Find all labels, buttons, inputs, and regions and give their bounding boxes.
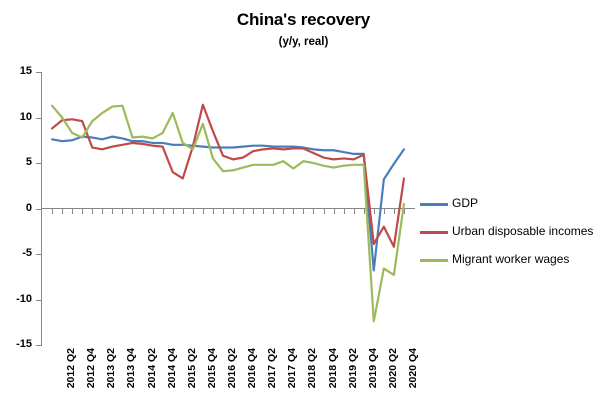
y-axis-tick-label: -10 <box>16 292 32 305</box>
x-axis-tick <box>343 209 345 214</box>
x-axis-tick <box>363 209 365 214</box>
x-axis-category-label: 2019 Q4 <box>366 348 379 389</box>
plot-area <box>41 72 415 345</box>
x-axis-category-label: 2015 Q4 <box>205 348 218 389</box>
chart-title: China's recovery <box>236 10 371 29</box>
x-axis-category-label: 2017 Q4 <box>286 348 299 389</box>
x-axis-tick <box>403 209 405 214</box>
chart-legend: GDP Urban disposable incomes Migrant worke… <box>420 196 605 280</box>
x-axis-category-label: 2018 Q2 <box>306 348 319 389</box>
legend-item[interactable]: GDP <box>420 196 605 224</box>
y-axis-tick-label: 5 <box>25 156 32 168</box>
x-axis-category-label: 2013 Q4 <box>125 348 138 389</box>
x-axis-tick <box>373 209 375 214</box>
y-axis-tick <box>36 254 41 255</box>
x-axis-category-label: 2017 Q2 <box>266 348 279 389</box>
legend-color-swatch <box>420 203 448 206</box>
y-axis-tick-label: 15 <box>19 65 32 77</box>
series-lines <box>41 103 415 323</box>
x-axis-tick <box>82 209 84 214</box>
x-axis-category-label: 2012 Q2 <box>65 348 78 389</box>
legend-color-swatch <box>420 259 448 262</box>
x-axis-tick <box>192 209 194 214</box>
y-axis-tick <box>36 117 41 119</box>
x-axis-tick <box>172 209 174 214</box>
y-axis-tick-label: -15 <box>16 338 32 350</box>
x-axis-category-label: 2012 Q4 <box>85 348 98 389</box>
x-axis-category-label: 2018 Q4 <box>326 348 339 389</box>
x-axis-category-label: 2014 Q4 <box>165 348 178 389</box>
legend-item-label: Urban disposable incomes <box>452 224 594 238</box>
x-axis-tick <box>62 209 64 214</box>
x-axis-tick <box>273 209 275 214</box>
x-axis-tick <box>52 209 54 214</box>
x-axis-category-label: 2020 Q2 <box>386 348 399 389</box>
x-axis-category-label: 2016 Q4 <box>246 348 259 389</box>
x-axis-category-labels: 2012 Q2 2012 Q4 2013 Q2 2013 Q4 2014 Q2 2014 … <box>41 348 419 406</box>
x-axis-category-label: 2020 Q4 <box>406 348 419 389</box>
x-axis-tick <box>393 209 395 214</box>
x-axis-tick <box>303 209 305 214</box>
y-axis-tick-label: 10 <box>19 110 32 123</box>
y-axis-tick <box>36 163 41 164</box>
x-axis-tick <box>212 209 214 214</box>
x-axis-tick <box>293 209 295 214</box>
x-axis-category-label: 2013 Q2 <box>105 348 118 389</box>
x-axis-tick <box>253 209 255 214</box>
x-axis-tick <box>222 209 224 214</box>
x-axis-tick <box>313 209 315 214</box>
legend-item[interactable]: Migrant worker wages <box>420 252 605 280</box>
x-axis-tick <box>233 209 235 214</box>
x-axis-category-label: 2019 Q2 <box>346 348 359 389</box>
legend-item-label: GDP <box>452 196 479 210</box>
x-axis-tick <box>383 209 385 214</box>
x-axis-tick <box>182 209 184 214</box>
x-axis-tick <box>112 209 114 214</box>
legend-item[interactable]: Urban disposable incomes <box>420 224 605 252</box>
x-axis-category-label: 2016 Q2 <box>225 348 238 389</box>
x-axis-tick <box>142 209 144 214</box>
x-axis-tick <box>72 209 74 214</box>
x-axis-tick <box>263 209 265 214</box>
legend-color-swatch <box>420 231 448 234</box>
x-axis-category-label: 2015 Q2 <box>185 348 198 389</box>
x-axis-tick <box>102 209 104 214</box>
x-axis-tick <box>333 209 335 214</box>
x-axis-tick <box>132 209 134 214</box>
x-axis-tick <box>353 209 355 214</box>
series-line <box>50 103 406 248</box>
y-axis-tick <box>36 72 41 73</box>
x-axis-tick <box>92 209 94 214</box>
y-axis-tick <box>36 299 41 301</box>
y-axis-tick-label: -5 <box>22 247 32 259</box>
y-axis-tick <box>36 345 41 346</box>
series-line <box>50 104 406 323</box>
y-axis-tick-label: 0 <box>25 201 32 214</box>
x-axis-tick <box>122 209 124 214</box>
x-axis-tick <box>162 209 164 214</box>
legend-item-label: Migrant worker wages <box>452 252 570 266</box>
series-line <box>50 135 406 272</box>
x-axis-tick <box>283 209 285 214</box>
x-axis-tick <box>243 209 245 214</box>
x-axis-tick <box>202 209 204 214</box>
chart-subtitle: (y/y, real) <box>278 36 329 48</box>
y-axis-tick <box>36 208 41 210</box>
x-axis-category-label: 2014 Q2 <box>145 348 158 389</box>
x-axis-tick <box>323 209 325 214</box>
x-axis-tick <box>152 209 154 214</box>
